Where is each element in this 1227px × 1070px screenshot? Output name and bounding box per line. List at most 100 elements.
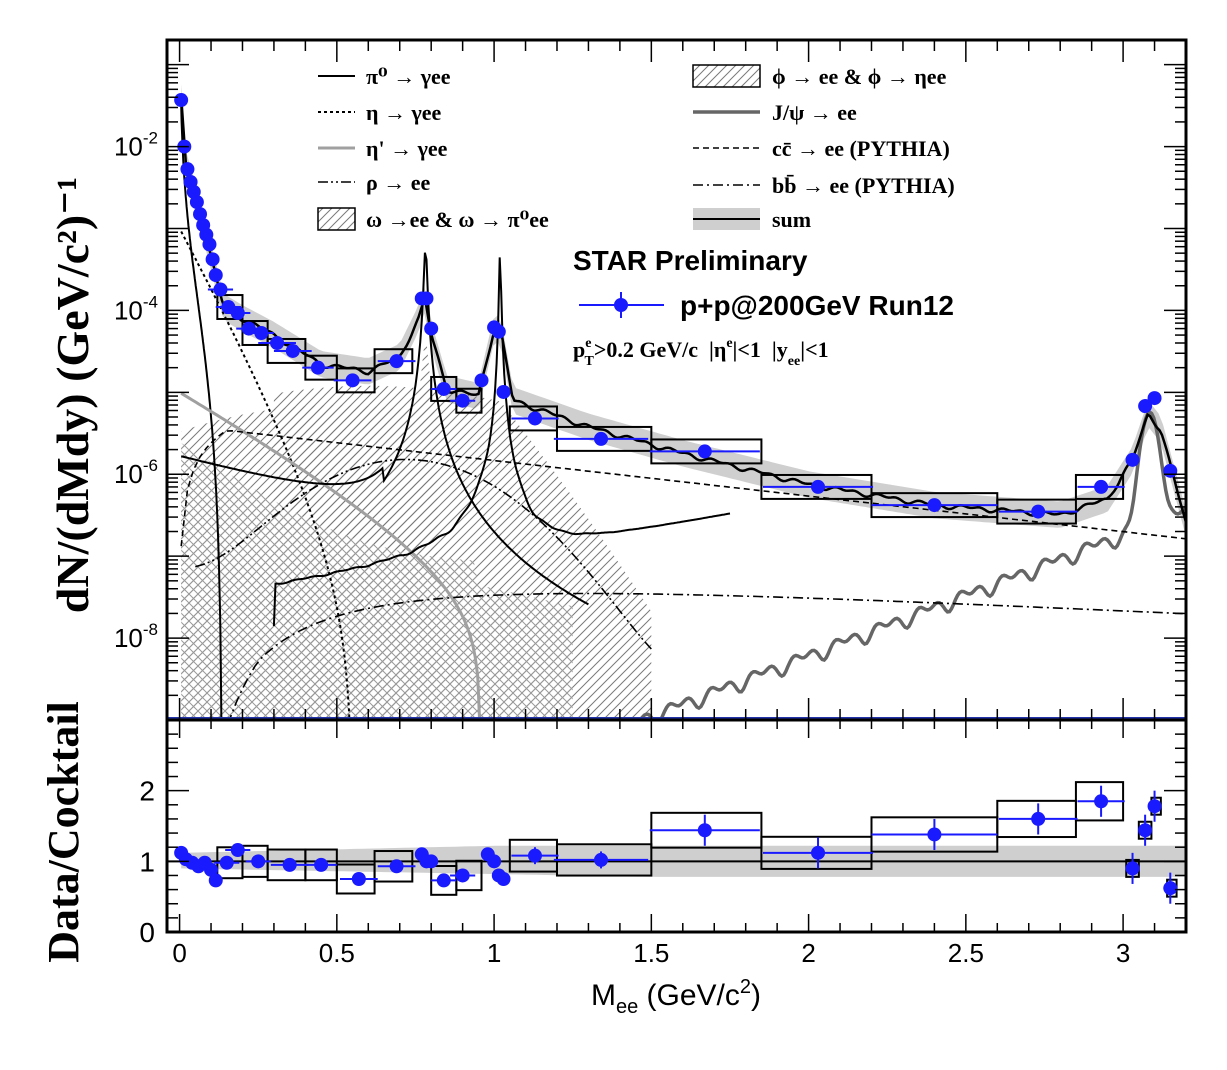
cut-eta-rest: |<1 |y	[733, 337, 788, 362]
ratio-point	[496, 872, 511, 886]
ratio-point	[208, 873, 223, 888]
ratio-point	[351, 872, 366, 886]
data-point	[474, 373, 489, 388]
legend-label: cc̄ → ee (PYTHIA)	[772, 136, 950, 161]
ratio-point	[1094, 794, 1109, 809]
ratio-point	[1031, 811, 1046, 826]
ratio-point	[204, 862, 219, 877]
legend-label: η' → γee	[366, 136, 448, 161]
data-point	[527, 411, 542, 426]
data-point	[254, 325, 269, 340]
sum-band	[181, 84, 1186, 537]
cut-eta-sup: e	[726, 336, 732, 351]
y-tick-label: 1	[139, 846, 155, 877]
data-point	[208, 268, 223, 283]
pi0-curve	[180, 105, 223, 720]
data-legend-label: p+p@200GeV Run12	[680, 290, 954, 321]
ratio-point	[219, 855, 234, 870]
cut-pt: p	[573, 337, 585, 362]
cocktail-curves	[167, 84, 1186, 720]
data-point	[1147, 391, 1162, 406]
legend-label: ω →ee & ω → π⁰ee	[366, 207, 549, 232]
legend-label: J/ψ → ee	[772, 100, 857, 125]
upper-ylabel: dN/(dMdy) (GeV/c²)⁻¹	[47, 177, 98, 613]
ratio-point	[314, 857, 329, 872]
x-axis-title: Mee (GeV/c2)	[591, 976, 761, 1018]
data-point	[927, 498, 942, 513]
jpsi-curve	[625, 409, 1186, 720]
ratio-point	[436, 873, 451, 888]
y-tick-label: 10-6	[114, 456, 158, 489]
data-point	[1163, 463, 1178, 478]
data-point	[1138, 399, 1153, 414]
ratio-points	[174, 785, 1178, 904]
data-point	[419, 291, 434, 306]
data-point	[436, 381, 451, 396]
omega-curve	[180, 252, 589, 606]
data-point	[455, 393, 470, 408]
x-axis-title-rest: (GeV/c	[638, 979, 740, 1012]
x-axis-title-sup: 2	[740, 976, 751, 998]
y-tick-mantissa: 10	[114, 459, 143, 489]
y-tick-label: 10-4	[114, 292, 158, 325]
x-axis-title-sub: ee	[616, 996, 638, 1018]
upper-panel: 10-210-410-610-8	[114, 38, 1188, 722]
cut-pt-rest: >0.2 GeV/c |η	[594, 337, 727, 362]
legend-label: ρ → ee	[366, 170, 431, 195]
y-tick-mantissa: 10	[114, 132, 143, 162]
cut-y-rest: |<1	[800, 337, 828, 362]
upper-y-axis-title: dN/(dMdy) (GeV/c²)⁻¹	[47, 177, 98, 613]
ratio-point	[230, 843, 245, 858]
y-tick-label: 10-2	[114, 129, 158, 162]
legend-swatch-hatch	[317, 207, 356, 231]
ratio-point	[697, 823, 712, 838]
lower-panel: 0 0.5 1 1.5 2 2.5 3 0 1 2	[139, 718, 1188, 968]
ratio-point	[424, 854, 439, 869]
preliminary-label: STAR Preliminary	[573, 245, 808, 276]
x-tick-label: 1.5	[633, 938, 669, 968]
y-tick-label: 10-8	[114, 620, 158, 653]
eta-prime-curve	[180, 392, 482, 720]
ratio-point	[811, 845, 826, 860]
data-legend-marker	[614, 298, 628, 312]
data-point	[285, 343, 300, 358]
x-tick-label: 2	[801, 938, 815, 968]
y-tick-exponent: -6	[143, 456, 158, 475]
data-point	[213, 282, 228, 297]
data-point	[389, 354, 404, 369]
cut-pt-sub: T	[584, 354, 594, 369]
bbbar-curve	[228, 592, 1186, 720]
ratio-point	[527, 848, 542, 863]
x-tick-label: 0.5	[319, 938, 355, 968]
data-point	[697, 444, 712, 459]
data-point	[1031, 504, 1046, 519]
data-point	[345, 373, 360, 388]
lower-frame	[165, 718, 1188, 934]
data-point	[424, 321, 439, 336]
data-point	[491, 324, 506, 339]
legend-label: bb̄ → ee (PYTHIA)	[772, 173, 955, 198]
data-point	[174, 93, 189, 108]
data-points	[174, 93, 1178, 519]
legend-label: sum	[772, 207, 811, 232]
x-tick-label: 1	[487, 938, 501, 968]
data-point	[193, 207, 208, 222]
data-point	[1094, 479, 1109, 494]
legend-label: ϕ → ee & ϕ → ηee	[772, 64, 947, 89]
cut-pt-sup: e	[585, 336, 591, 351]
ccbar-curve	[180, 429, 1186, 547]
ratio-point	[251, 854, 266, 869]
legend-label: η → γee	[366, 100, 442, 125]
ratio-point	[455, 868, 470, 883]
y-tick-exponent: -2	[143, 129, 158, 148]
y-tick-label: 2	[139, 776, 155, 807]
ratio-point	[927, 827, 942, 842]
data-point	[1125, 452, 1140, 467]
lower-tick-labels: 0 0.5 1 1.5 2 2.5 3 0 1 2	[139, 776, 1130, 968]
upper-tick-labels: 10-210-410-610-8	[114, 129, 158, 654]
ratio-point	[282, 857, 297, 872]
ratio-point	[487, 854, 502, 869]
data-point	[189, 195, 204, 210]
data-point	[496, 384, 511, 399]
y-tick-mantissa: 10	[114, 623, 143, 653]
